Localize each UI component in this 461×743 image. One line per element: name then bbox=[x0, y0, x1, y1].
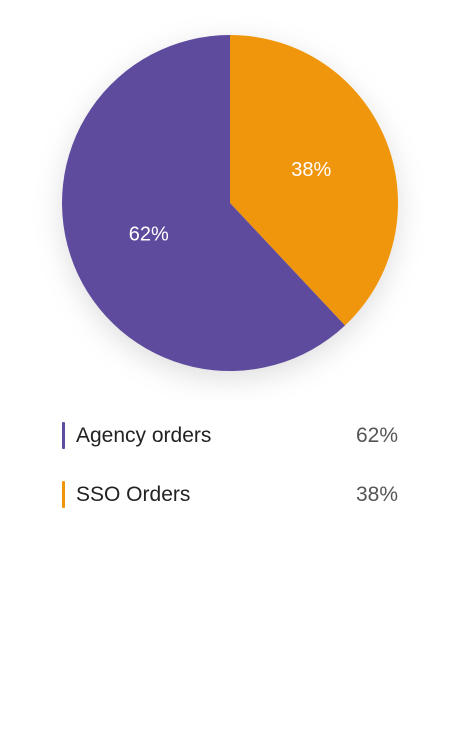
legend-swatch-agency-orders bbox=[62, 422, 65, 449]
legend-label-sso-orders: SSO Orders bbox=[76, 483, 191, 506]
legend-value-sso-orders: 38% bbox=[355, 483, 398, 506]
legend-value-agency-orders: 62% bbox=[355, 424, 398, 447]
pie-slice-sso-orders bbox=[230, 35, 398, 326]
pie-slice-agency-orders bbox=[62, 35, 346, 371]
pie-slice-label-agency-orders: 62% bbox=[129, 223, 169, 245]
pie-slice-label-sso-orders: 38% bbox=[291, 159, 331, 181]
legend-item-sso-orders: SSO Orders 38% bbox=[62, 479, 398, 509]
legend-swatch-sso-orders bbox=[62, 481, 65, 508]
legend-item-agency-orders: Agency orders 62% bbox=[62, 420, 398, 450]
pie-chart-svg: 38% 62% bbox=[62, 35, 398, 371]
legend-label-agency-orders: Agency orders bbox=[76, 424, 212, 447]
pie-chart: 38% 62% bbox=[62, 35, 398, 371]
chart-legend: Agency orders 62% SSO Orders 38% bbox=[62, 420, 398, 538]
